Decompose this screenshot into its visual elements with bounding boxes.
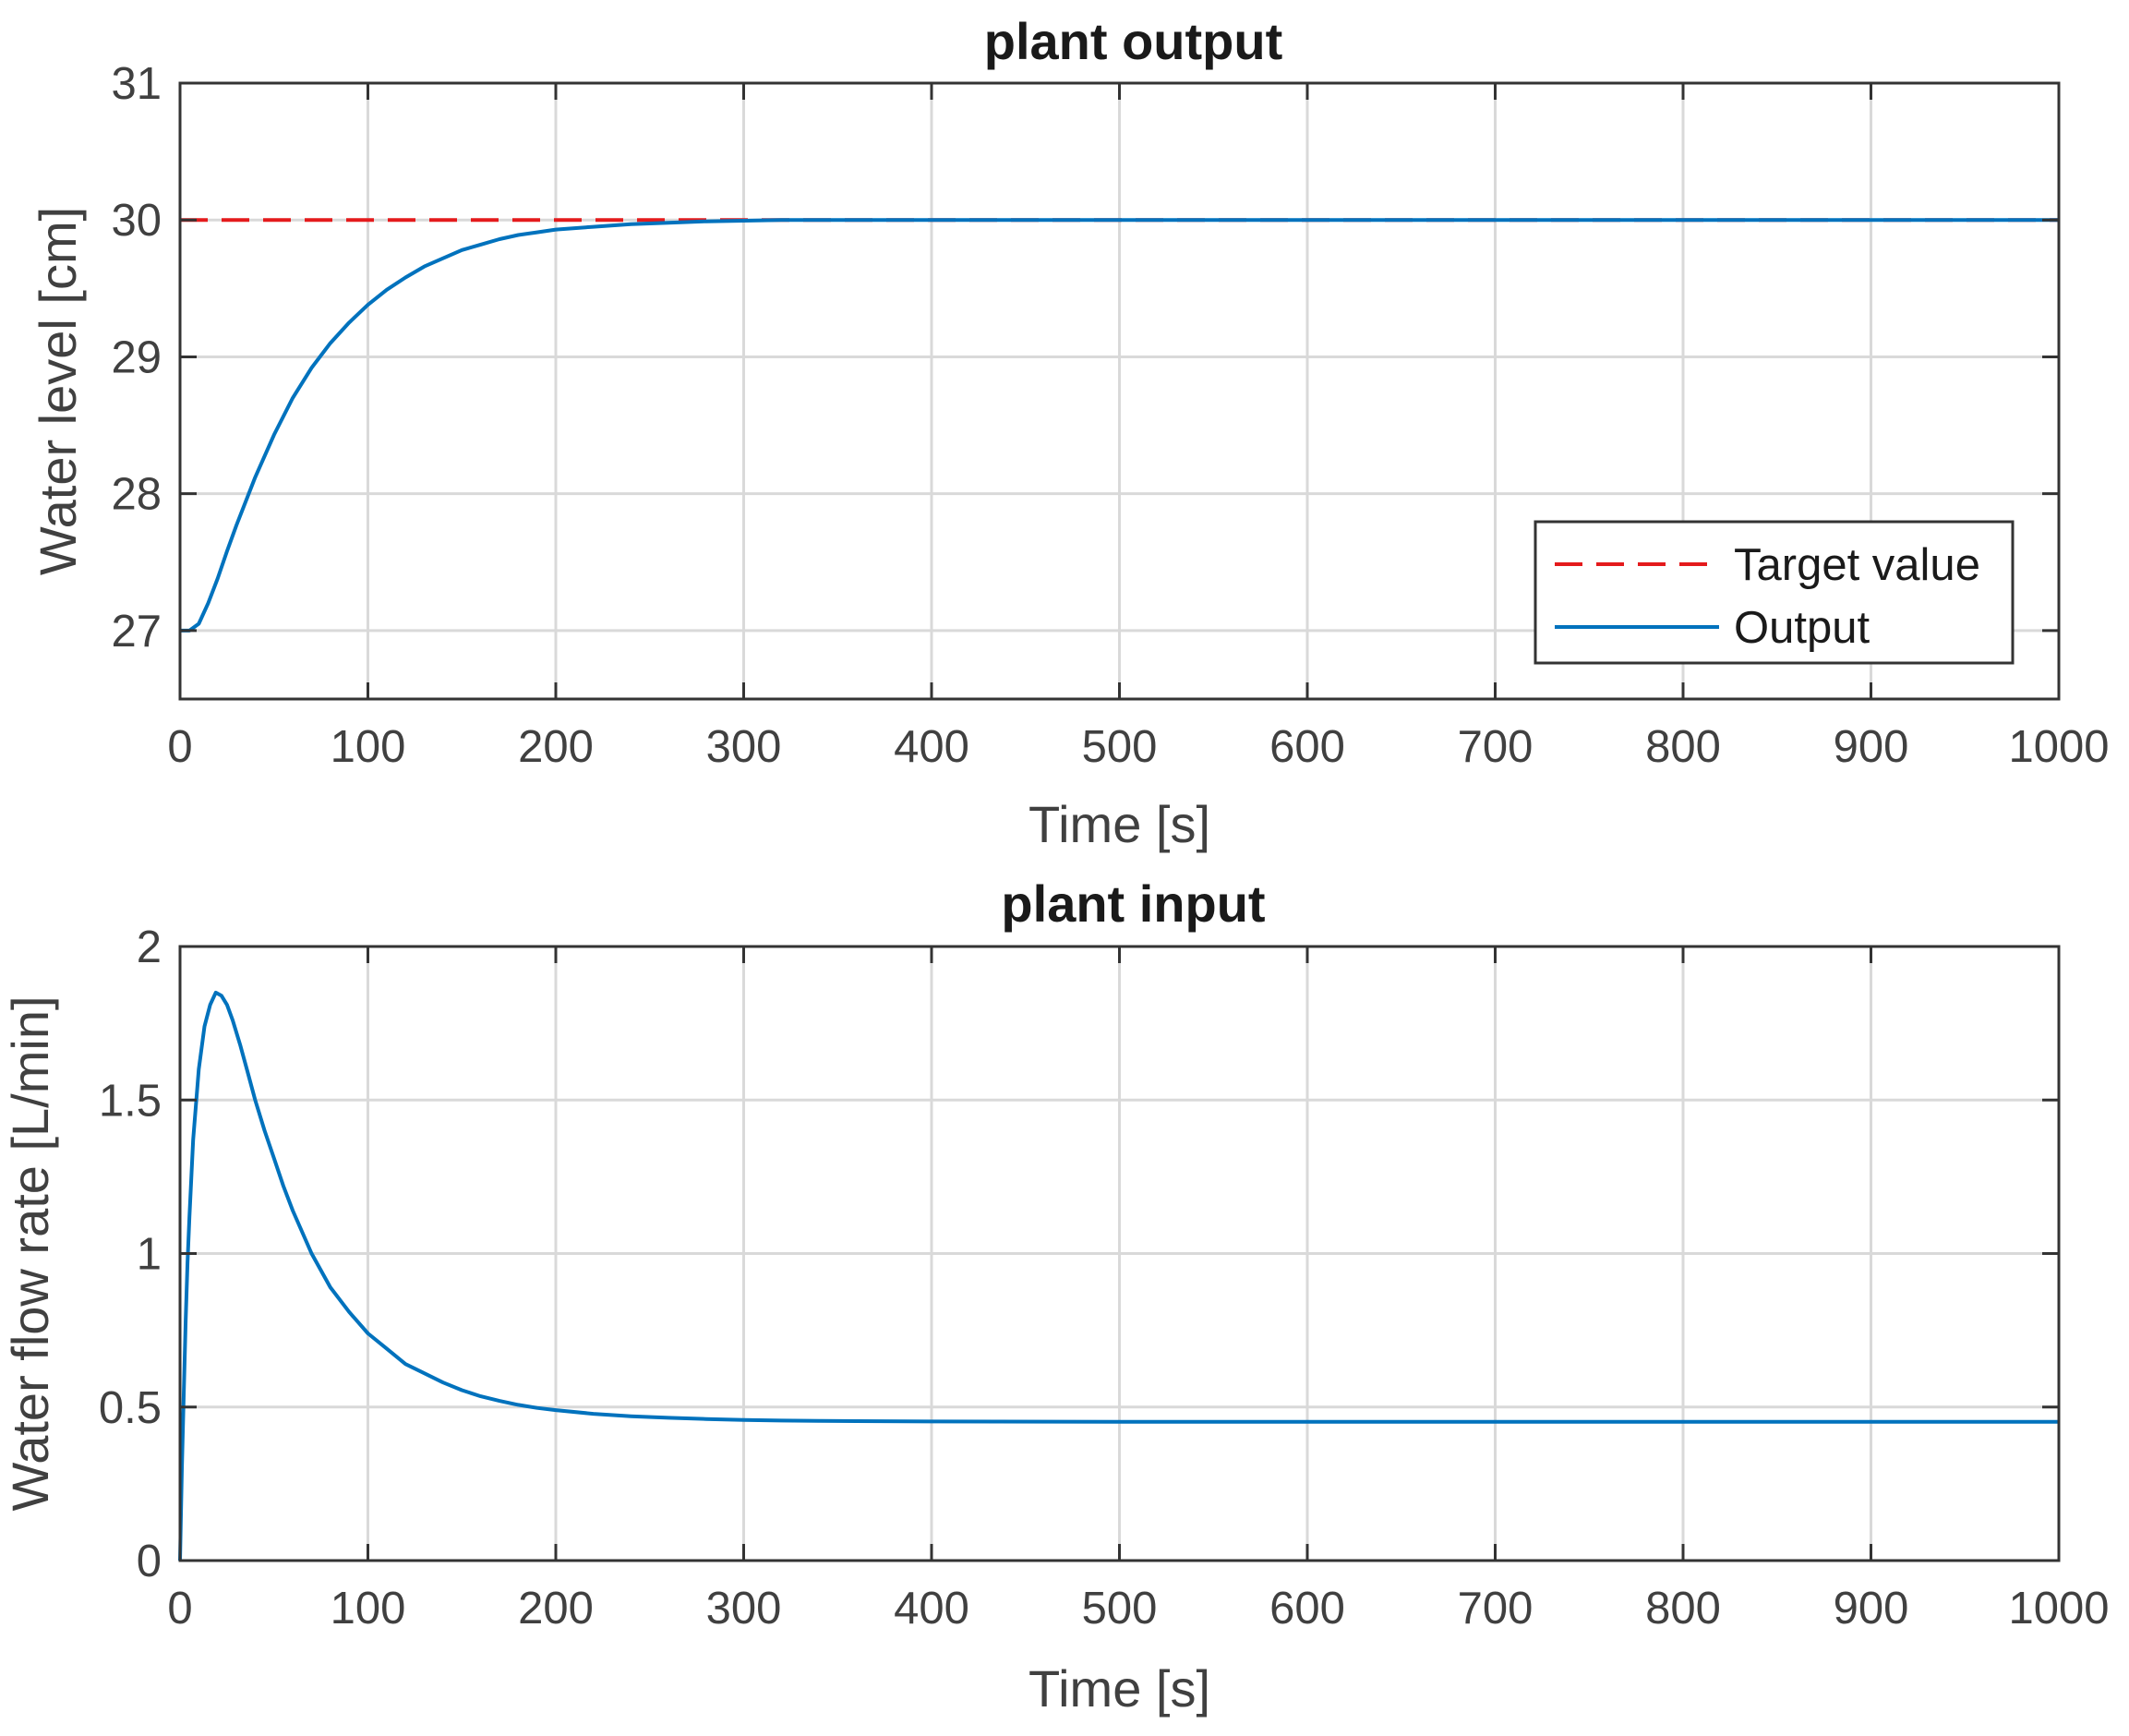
x-tick-label: 0: [167, 722, 192, 772]
series-lines: [178, 990, 2059, 1561]
y-axis-label: Water flow rate [L/min]: [1, 995, 59, 1511]
y-tick-label: 27: [111, 607, 162, 657]
tick-marks: [178, 81, 2061, 699]
x-tick-label: 800: [1645, 1584, 1721, 1634]
y-tick-label: 30: [111, 196, 162, 246]
y-tick-labels: 0 0.5 1 1.5 2: [99, 922, 162, 1586]
y-tick-label: 0.5: [99, 1383, 162, 1433]
x-tick-labels: 0 100 200 300 400 500 600 700 800 900 1000: [167, 722, 2109, 772]
x-axis-label: Time [s]: [1028, 1659, 1210, 1718]
x-tick-label: 300: [706, 722, 782, 772]
y-tick-label: 0: [137, 1537, 162, 1586]
x-tick-label: 400: [894, 1584, 969, 1634]
x-tick-label: 400: [894, 722, 969, 772]
chart-title: plant input: [1001, 874, 1265, 933]
y-tick-label: 2: [137, 922, 162, 972]
x-tick-label: 0: [167, 1584, 192, 1634]
chart-title: plant output: [984, 12, 1282, 70]
x-tick-label: 200: [518, 1584, 594, 1634]
x-tick-label: 900: [1834, 1584, 1909, 1634]
legend: Target value Output: [1534, 520, 2015, 665]
series-lines: [180, 218, 2059, 633]
x-tick-label: 900: [1834, 722, 1909, 772]
legend-label-output: Output: [1734, 603, 1870, 653]
x-tick-label: 800: [1645, 722, 1721, 772]
tick-marks: [178, 945, 2061, 1562]
x-axis-label: Time [s]: [1028, 795, 1210, 853]
x-tick-label: 100: [331, 1584, 406, 1634]
x-tick-label: 100: [331, 722, 406, 772]
y-axis-label: Water level [cm]: [29, 207, 87, 575]
x-tick-label: 700: [1458, 1584, 1534, 1634]
x-tick-label: 600: [1269, 722, 1345, 772]
legend-label-target-value: Target value: [1734, 540, 1980, 590]
x-tick-label: 500: [1082, 1584, 1158, 1634]
x-tick-labels: 0 100 200 300 400 500 600 700 800 900 1000: [167, 1584, 2109, 1634]
x-tick-label: 600: [1269, 1584, 1345, 1634]
y-tick-label: 1: [137, 1230, 162, 1280]
x-tick-label: 700: [1458, 722, 1534, 772]
y-tick-label: 1.5: [99, 1076, 162, 1126]
x-tick-label: 200: [518, 722, 594, 772]
x-tick-label: 1000: [2008, 1584, 2109, 1634]
legend-box: [1534, 520, 2015, 665]
x-tick-label: 1000: [2008, 722, 2109, 772]
series-line-input: [178, 990, 2059, 1561]
x-tick-label: 300: [706, 1584, 782, 1634]
plant-output-chart: 0 100 200 300 400 500 600 700 800 900 1000 27 28 29 3…: [29, 12, 2110, 853]
y-tick-labels: 27 28 29 30 31: [111, 59, 162, 657]
x-tick-label: 500: [1082, 722, 1158, 772]
series-line-output: [180, 218, 2059, 633]
y-tick-label: 28: [111, 470, 162, 520]
plant-input-chart: 0 100 200 300 400 500 600 700 800 900 1000 0 0.5 1 1.…: [1, 874, 2110, 1718]
y-tick-label: 29: [111, 332, 162, 382]
y-tick-label: 31: [111, 59, 162, 109]
